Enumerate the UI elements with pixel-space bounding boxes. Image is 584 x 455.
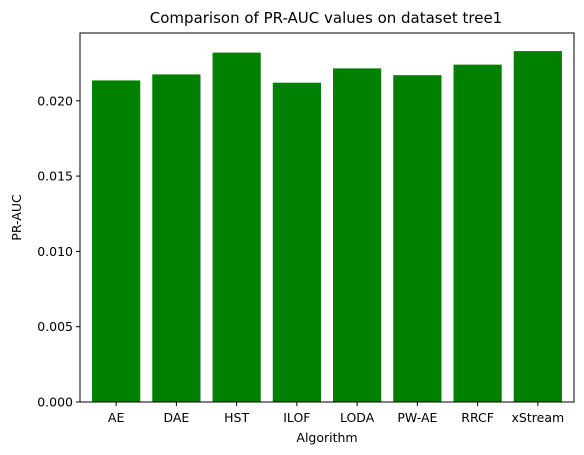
x-axis-label: Algorithm: [296, 430, 357, 445]
x-tick-label: LODA: [340, 410, 375, 425]
x-tick-label: DAE: [163, 410, 189, 425]
y-tick-label: 0.000: [37, 395, 73, 410]
bar-dae: [152, 74, 201, 402]
x-tick-label: xStream: [512, 410, 565, 425]
bars-group: [92, 51, 562, 403]
x-tick-label: HST: [224, 410, 249, 425]
bar-xstream: [513, 51, 562, 402]
x-tick-label: PW-AE: [397, 410, 437, 425]
bar-ae: [92, 80, 141, 402]
y-axis-ticks: 0.000 0.005 0.010 0.015 0.020: [37, 93, 80, 410]
x-axis-ticks: AE DAE HST ILOF LODA PW-AE RRCF xStream: [108, 402, 564, 425]
x-tick-label: ILOF: [283, 410, 310, 425]
bar-loda: [333, 68, 382, 403]
bar-ilof: [272, 82, 321, 403]
y-tick-label: 0.020: [37, 93, 73, 108]
x-tick-label: AE: [108, 410, 125, 425]
y-axis-label: PR-AUC: [9, 194, 24, 241]
x-tick-label: RRCF: [461, 410, 494, 425]
bar-rrcf: [453, 64, 502, 402]
y-tick-label: 0.015: [37, 169, 73, 184]
chart-title: Comparison of PR-AUC values on dataset t…: [150, 9, 502, 27]
y-tick-label: 0.010: [37, 244, 73, 259]
plot-frame: [79, 32, 575, 403]
bar-hst: [212, 52, 261, 403]
bar-pw-ae: [393, 75, 442, 403]
y-tick-label: 0.005: [37, 319, 73, 334]
